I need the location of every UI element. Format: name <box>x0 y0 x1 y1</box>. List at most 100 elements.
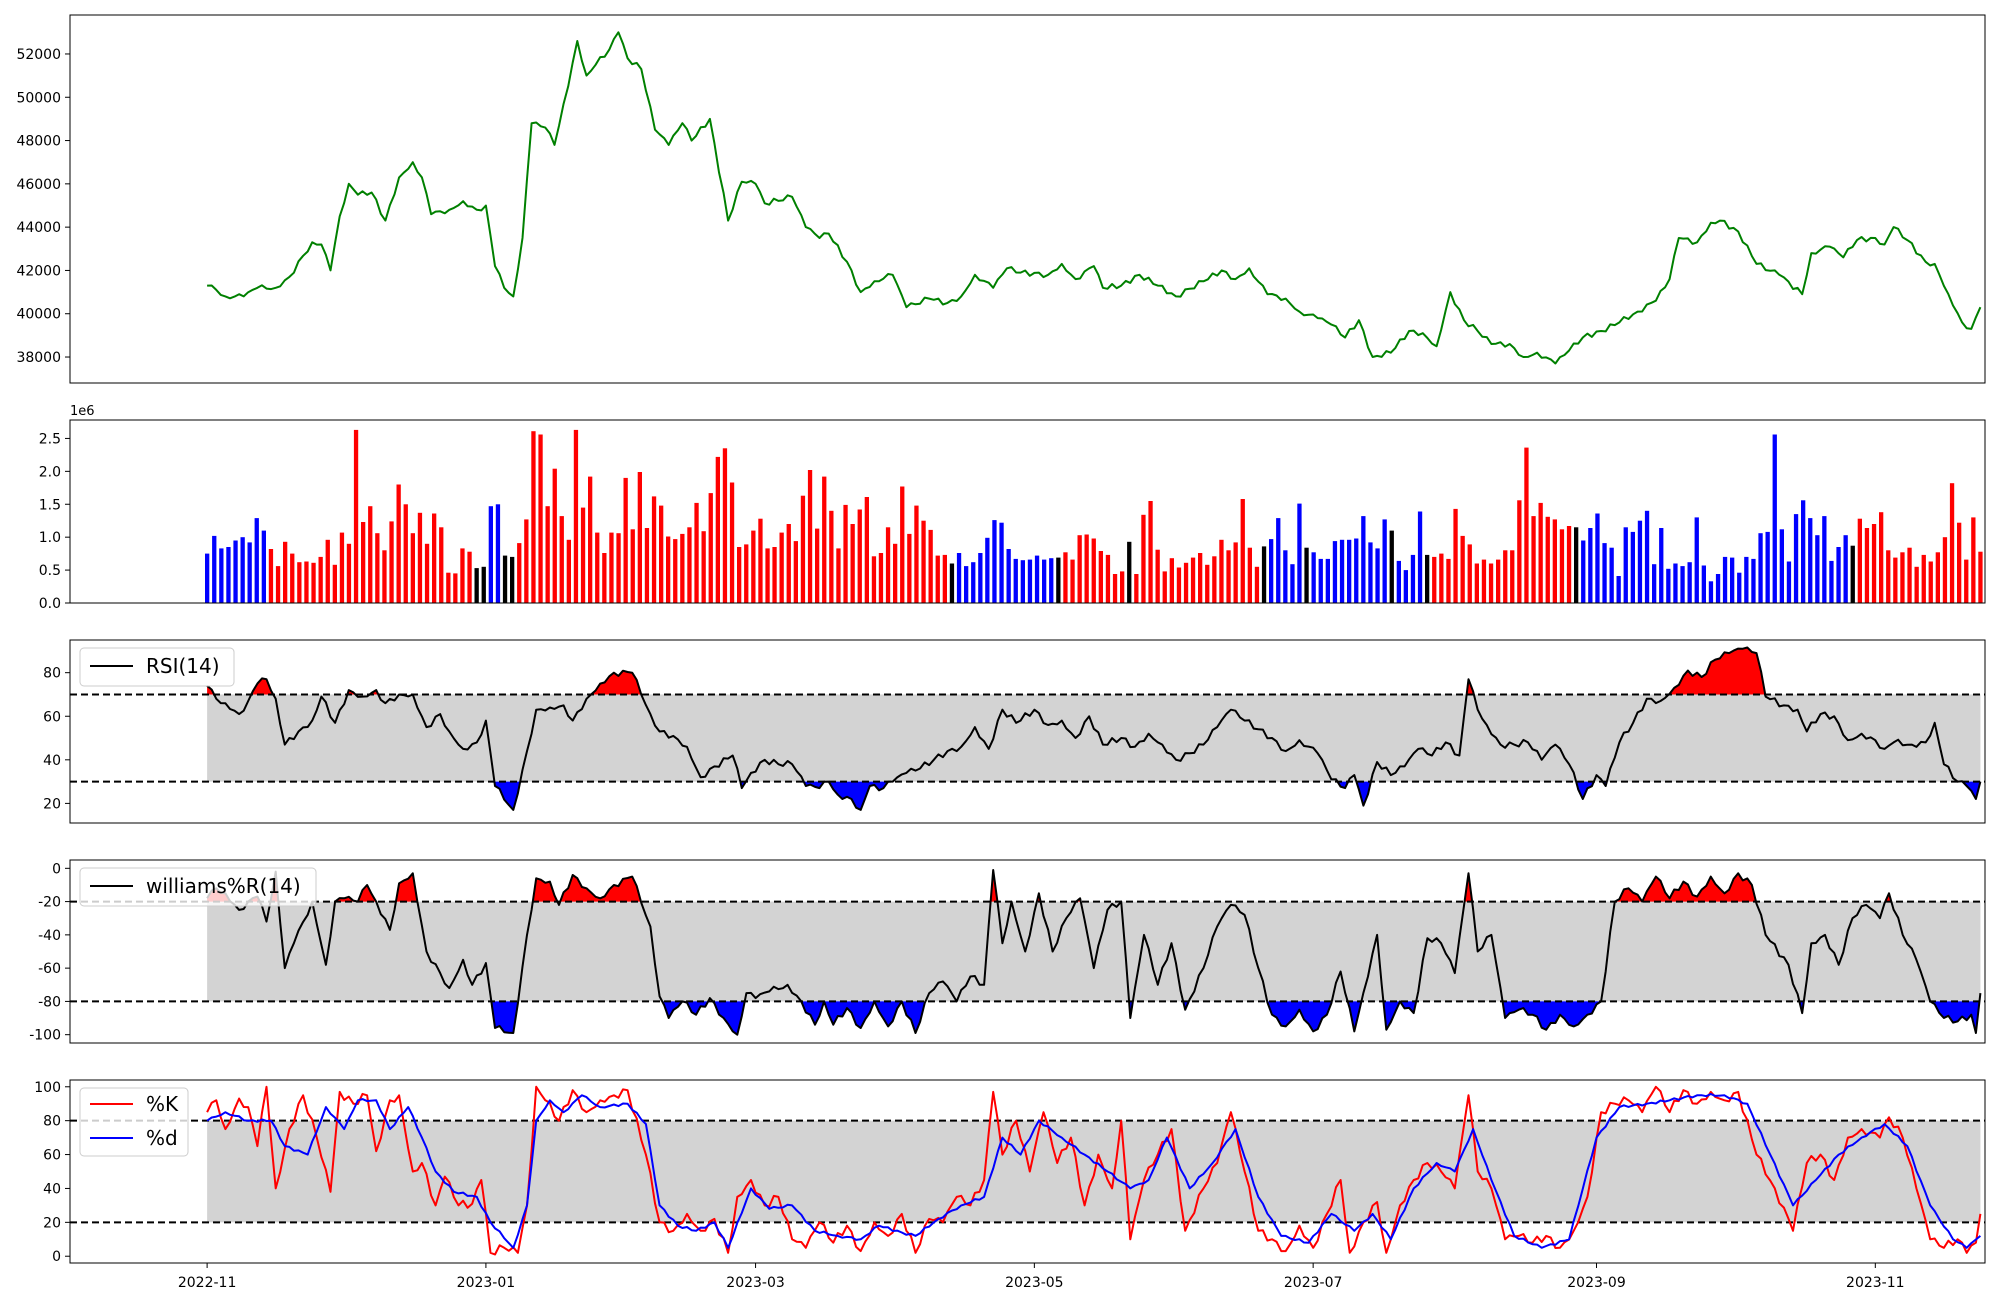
volume-bar <box>1304 547 1309 603</box>
volume-bar <box>815 528 820 603</box>
volume-bar <box>488 506 493 603</box>
volume-bar <box>1758 533 1763 603</box>
volume-bar <box>1332 541 1338 603</box>
price-series <box>207 31 1982 365</box>
volume-bar <box>1240 499 1245 603</box>
volume-bar <box>268 549 274 603</box>
volume-scale-label: 1e6 <box>70 404 95 419</box>
volume-bar <box>1602 543 1607 603</box>
volume-bar <box>580 507 586 603</box>
rsi-series <box>70 646 1985 811</box>
volume-bar <box>205 553 210 603</box>
rsi-band <box>207 694 1981 782</box>
volume-bar <box>1311 552 1316 603</box>
williams-legend-label: williams%R(14) <box>146 874 301 898</box>
volume-bar <box>907 533 912 603</box>
williams-yticks-tick-label-0: 0 <box>52 861 61 877</box>
price-line <box>207 31 1982 365</box>
volume-bar <box>1233 542 1238 603</box>
price-yticks-tick-label-7: 52000 <box>16 47 61 63</box>
volume-bar <box>1857 518 1862 603</box>
rsi-yticks-tick-label-3: 80 <box>43 666 61 682</box>
volume-bar <box>1070 559 1075 603</box>
volume-bar <box>1893 557 1898 603</box>
williams-fill-below-11 <box>1347 1001 1362 1032</box>
volume-bar <box>623 477 628 603</box>
volume-bar <box>1836 547 1841 603</box>
volume-bar <box>552 468 557 603</box>
rsi-axes-frame <box>69 639 1986 824</box>
volume-bar <box>1183 562 1189 603</box>
volume-bar <box>1510 550 1515 603</box>
williams-fill-below-6 <box>874 1001 902 1027</box>
volume-bar <box>779 532 784 603</box>
volume-bar <box>836 548 841 603</box>
volume-bar <box>1148 501 1153 603</box>
williams-fill-above-7 <box>560 875 641 902</box>
volume-bar <box>361 522 366 603</box>
williams-band <box>207 901 1981 1002</box>
volume-bar <box>1155 549 1160 603</box>
volume-bar <box>737 547 742 603</box>
x-axis: 2022-11 2023-01 2023-03 2023-05 2023-07 2023-… <box>178 1263 1905 1291</box>
volume-bar <box>290 553 295 603</box>
volume-bar <box>1616 576 1621 603</box>
volume-bar <box>871 556 877 603</box>
stochastic-y-axis: 0 20 40 60 80 100 <box>34 1080 70 1265</box>
rsi-panel: 20 40 60 80 RSI(14) <box>43 639 1986 824</box>
stochastic-series <box>70 1085 1985 1256</box>
volume-bar <box>1219 539 1224 603</box>
volume-bar <box>446 572 451 603</box>
volume-bar <box>765 548 770 603</box>
volume-bar <box>1687 562 1692 603</box>
volume-bar <box>353 429 359 603</box>
price-yticks-tick-label-5: 48000 <box>16 134 61 150</box>
volume-bar <box>900 486 905 603</box>
volume-bar <box>800 495 806 603</box>
volume-bar <box>297 562 302 603</box>
williams-fill-above-4 <box>357 885 377 902</box>
rsi-fill-below-3 <box>828 781 893 810</box>
volume-bar <box>1559 529 1565 603</box>
volume-bar <box>595 532 600 603</box>
volume-yticks-tick-label-4: 2.0 <box>39 464 61 480</box>
stoch-yticks-tick-label-5: 100 <box>34 1080 61 1096</box>
volume-bar <box>1581 540 1586 603</box>
volume-yticks-tick-label-1: 0.5 <box>39 563 61 579</box>
volume-y-axis: 0.0 0.5 1.0 1.5 2.0 2.5 <box>39 431 70 612</box>
volume-bar <box>687 527 692 603</box>
volume-bar <box>346 543 352 603</box>
volume-bar <box>1325 558 1330 603</box>
price-yticks-tick-label-0: 38000 <box>16 350 61 366</box>
volume-bar <box>1439 553 1444 603</box>
volume-bar <box>1978 551 1983 603</box>
volume-bar <box>1588 528 1593 603</box>
volume-bar <box>1063 552 1068 603</box>
volume-bar <box>659 505 664 603</box>
volume-bar <box>1481 559 1487 603</box>
williams-axes-frame <box>69 859 1986 1044</box>
volume-bar <box>318 556 323 603</box>
volume-bar <box>1127 541 1132 603</box>
volume-bar <box>1006 549 1011 603</box>
volume-bar <box>1971 517 1976 603</box>
williams-fill-below-7 <box>901 1001 926 1033</box>
volume-bar <box>857 509 862 603</box>
volume-bar <box>1283 550 1288 603</box>
volume-bar <box>1042 559 1047 603</box>
volume-bar <box>807 470 813 603</box>
volume-bar <box>1318 558 1323 603</box>
rsi-fill-below-6 <box>1576 781 1594 799</box>
volume-bar <box>1198 553 1203 603</box>
williams-yticks-tick-label-5: -100 <box>29 1028 61 1044</box>
williams-fill-below-16 <box>1930 1001 1980 1033</box>
volume-bar <box>1829 560 1834 603</box>
price-axes-frame <box>69 14 1986 384</box>
rsi-legend: RSI(14) <box>79 647 235 687</box>
volume-bar <box>1247 547 1252 603</box>
volume-bar <box>1190 557 1196 603</box>
volume-bar <box>1297 503 1302 603</box>
volume-bar <box>1290 564 1295 603</box>
volume-bar <box>410 533 415 603</box>
volume-bar <box>226 547 231 603</box>
